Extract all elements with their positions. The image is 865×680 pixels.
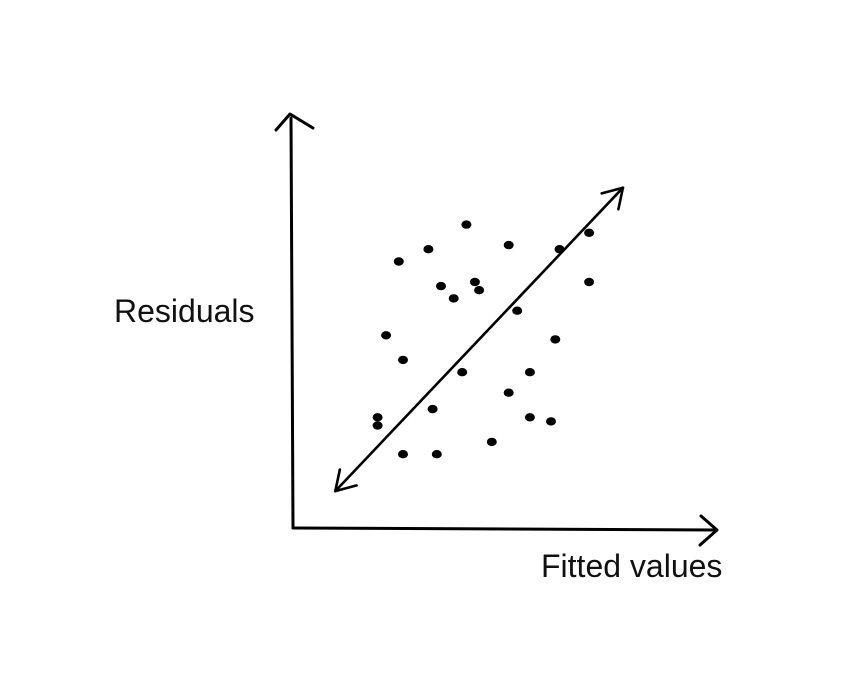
data-point xyxy=(546,417,556,426)
data-point xyxy=(423,245,434,254)
data-point xyxy=(372,421,383,430)
trend-arrowhead-end xyxy=(600,186,625,211)
data-point xyxy=(503,240,514,250)
data-point xyxy=(393,257,404,266)
data-point xyxy=(381,331,392,340)
trend-line xyxy=(334,186,625,493)
x-axis xyxy=(291,514,719,547)
x-axis-label: Fitted values xyxy=(541,548,722,584)
data-point xyxy=(524,368,535,377)
data-point xyxy=(461,220,472,229)
data-point xyxy=(469,277,480,287)
data-point xyxy=(372,413,383,422)
trend-line-shaft xyxy=(334,186,625,493)
y-axis-line xyxy=(289,116,295,530)
data-point xyxy=(431,450,442,459)
trend-arrowhead-start xyxy=(334,468,358,493)
data-point xyxy=(486,437,497,447)
data-point xyxy=(398,450,408,459)
data-point xyxy=(503,388,514,397)
data-point xyxy=(550,335,561,344)
data-point xyxy=(448,294,459,303)
data-point xyxy=(436,281,446,291)
data-point xyxy=(512,306,523,315)
data-point xyxy=(398,355,408,365)
x-axis-line xyxy=(291,526,718,532)
data-point xyxy=(554,245,565,254)
y-axis-arrowhead xyxy=(274,112,315,132)
data-point xyxy=(584,277,595,287)
data-point xyxy=(427,404,438,414)
data-point xyxy=(524,413,535,422)
data-points xyxy=(372,220,595,459)
y-axis xyxy=(274,112,315,530)
y-axis-label: Residuals xyxy=(114,293,255,329)
data-point xyxy=(584,228,595,237)
x-axis-arrowhead xyxy=(698,514,719,547)
data-point xyxy=(457,368,468,377)
data-point xyxy=(474,286,485,295)
